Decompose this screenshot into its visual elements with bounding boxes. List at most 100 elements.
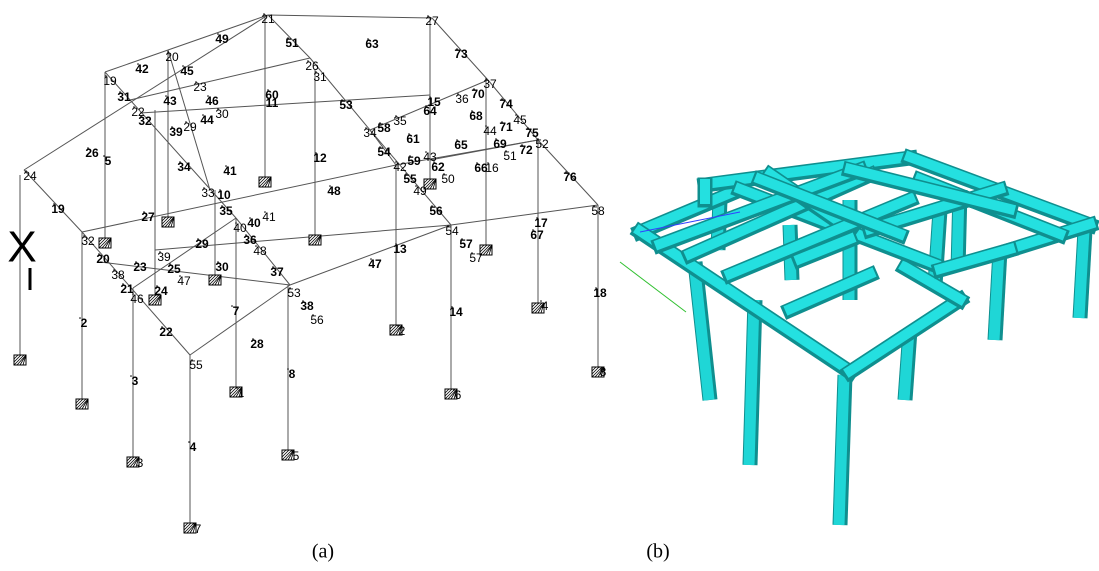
node-label: 49 [215, 32, 229, 46]
node-label: 42 [135, 62, 149, 76]
hatch [214, 274, 222, 286]
node [536, 217, 538, 219]
node [143, 211, 145, 213]
node-label: 61 [406, 132, 420, 146]
hatch [183, 522, 189, 528]
hatch [126, 456, 138, 468]
node-label: 28 [250, 337, 264, 351]
hatch [192, 522, 197, 534]
node-label: 29 [183, 120, 197, 134]
node-label: 57 [459, 237, 473, 251]
node [135, 261, 137, 263]
node-label: 7 [195, 522, 202, 536]
node-label: 15 [427, 95, 441, 109]
node-label: 69 [493, 137, 507, 151]
hatch [284, 449, 295, 461]
hatch [126, 456, 132, 462]
node-label: 58 [591, 204, 605, 218]
hatch [423, 178, 432, 187]
node-label: 40 [233, 221, 247, 235]
hatch [129, 456, 140, 468]
node-label: 60 [265, 88, 279, 102]
node [236, 387, 238, 389]
node [453, 389, 455, 391]
node [476, 162, 478, 164]
caption: (b) [646, 541, 669, 563]
node-label: 8 [600, 365, 607, 379]
node-label: 51 [285, 36, 299, 50]
node [427, 15, 429, 17]
hatch [98, 237, 110, 249]
node [485, 78, 487, 80]
node [195, 81, 197, 83]
node-label: 41 [223, 164, 237, 178]
node [505, 150, 507, 152]
node [425, 105, 427, 107]
node [203, 187, 205, 189]
hatch [267, 176, 272, 188]
node-label: 56 [310, 313, 324, 327]
node-label: 43 [163, 94, 177, 108]
hatch [426, 178, 437, 190]
hatch [232, 386, 243, 398]
hatch [107, 237, 112, 249]
node-label: 36 [243, 233, 257, 247]
node-label: 26 [305, 59, 319, 73]
node-label: 53 [339, 98, 353, 112]
column [743, 299, 760, 466]
node-label: 38 [111, 268, 125, 282]
node [457, 93, 459, 95]
hatch [208, 274, 220, 286]
node [471, 110, 473, 112]
hatch [208, 274, 217, 283]
node [495, 138, 497, 140]
hatch [482, 244, 493, 256]
node-label: 35 [393, 114, 407, 128]
node-label: 16 [485, 161, 499, 175]
node [315, 152, 317, 154]
node [501, 98, 503, 100]
hatch [389, 324, 395, 330]
node-label: 5 [105, 154, 112, 168]
node [598, 366, 600, 368]
hatch [591, 366, 597, 372]
node-label: 25 [167, 262, 181, 276]
node [433, 161, 435, 163]
node-label: 3 [132, 374, 139, 388]
node-label: 54 [377, 145, 391, 159]
node-label: 59 [407, 154, 421, 168]
node-label: 23 [133, 260, 147, 274]
beam [753, 172, 907, 241]
column [833, 374, 850, 526]
node [593, 205, 595, 207]
node-label: 36 [455, 92, 469, 106]
node [103, 155, 105, 157]
hatch [235, 386, 243, 398]
hatch [164, 216, 175, 228]
hatch [287, 449, 295, 461]
hatch [591, 366, 600, 375]
node [255, 245, 257, 247]
node [221, 205, 223, 207]
hatch [161, 216, 173, 228]
beam [843, 162, 1017, 216]
node-label: 19 [51, 202, 65, 216]
node [471, 252, 473, 254]
node [79, 317, 81, 319]
node-label: 27 [425, 14, 439, 28]
node [122, 283, 124, 285]
node-label: 4 [542, 299, 549, 313]
node [379, 146, 381, 148]
hatch [148, 294, 160, 306]
node [397, 325, 399, 327]
node [182, 65, 184, 67]
node [431, 205, 433, 207]
hatch [395, 324, 403, 336]
node [595, 287, 597, 289]
hatch [479, 244, 491, 256]
node-label: 24 [23, 169, 37, 183]
hatch [423, 178, 429, 184]
hatch [161, 216, 170, 225]
hatch [290, 449, 295, 461]
node-label: 13 [393, 242, 407, 256]
